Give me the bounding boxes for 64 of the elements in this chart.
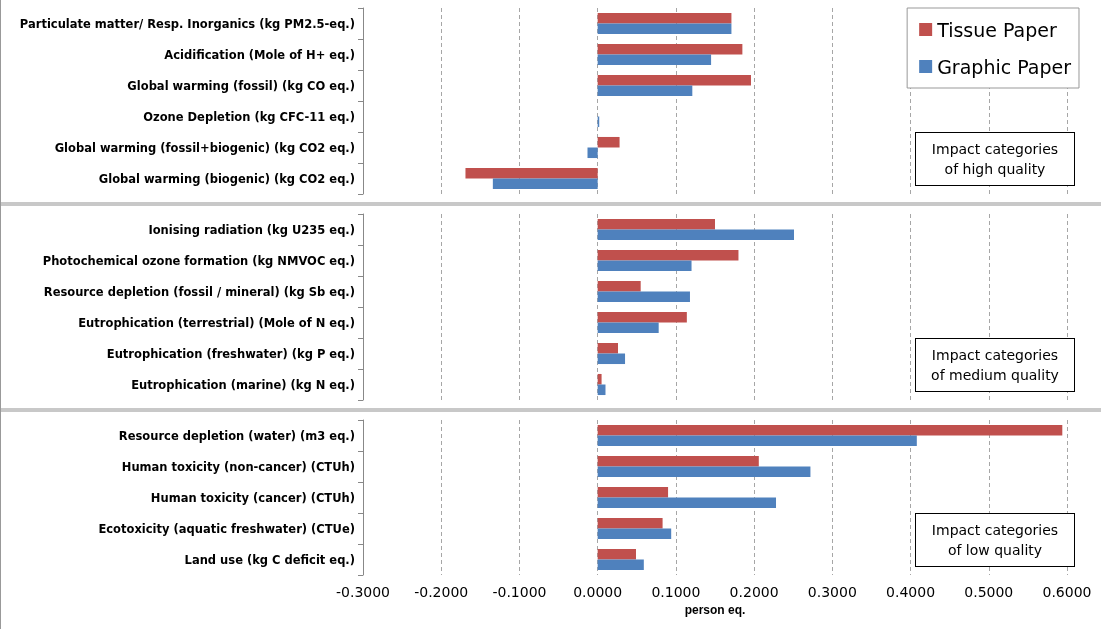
y-tick-label: Ecotoxicity (aquatic freshwater) (CTUe)	[98, 521, 355, 536]
bar	[597, 260, 692, 272]
legend-label: Tissue Paper	[936, 18, 1058, 41]
y-tick-label: Ozone Depletion (kg CFC-11 eq.)	[143, 109, 355, 124]
bar	[597, 517, 663, 529]
bar	[597, 424, 1063, 436]
annotation: Impact categories of low quality	[915, 513, 1075, 567]
x-tick-label: 0.2000	[729, 584, 779, 600]
bar	[597, 435, 917, 447]
y-tick-label: Human toxicity (cancer) (CTUh)	[150, 490, 355, 505]
bar	[597, 486, 669, 498]
y-tick-label: Resource depletion (fossil / mineral) (kg Sb eq.)	[43, 284, 355, 299]
x-tick-label: -0.1000	[492, 584, 547, 600]
bar	[597, 548, 636, 560]
x-tick-label: -0.3000	[335, 584, 391, 600]
y-tick-label: Eutrophication (terrestrial) (Mole of N eq.)	[78, 315, 355, 330]
bar	[587, 147, 598, 159]
bar	[597, 528, 672, 540]
y-tick-label: Acidification (Mole of H+ eq.)	[164, 47, 355, 62]
bar	[465, 167, 598, 179]
bar	[597, 342, 618, 354]
y-tick-label: Global warming (fossil) (kg CO eq.)	[127, 78, 355, 93]
bar	[597, 43, 743, 55]
y-tick-label: Eutrophication (freshwater) (kg P eq.)	[106, 346, 355, 361]
bar	[597, 249, 739, 261]
bar	[597, 466, 811, 478]
x-axis-title: person eq.	[684, 602, 746, 617]
x-tick-label: 0.4000	[886, 584, 936, 600]
y-tick-label: Particulate matter/ Resp. Inorganics (kg PM2.5-eq.)	[19, 16, 355, 31]
y-tick-label: Land use (kg C deficit eq.)	[184, 552, 355, 567]
y-tick-label: Photochemical ozone formation (kg NMVOC eq.)	[42, 253, 355, 268]
annotation: Impact categories of medium quality	[915, 338, 1075, 392]
bar	[597, 322, 659, 334]
x-tick-label: 0.3000	[807, 584, 857, 600]
bar	[597, 229, 794, 241]
bar	[597, 218, 715, 230]
bar	[597, 353, 626, 365]
bar	[597, 291, 690, 303]
y-tick-label: Ionising radiation (kg U235 eq.)	[148, 222, 355, 237]
bar	[597, 455, 759, 467]
bar	[597, 74, 751, 86]
bar	[597, 373, 602, 385]
legend-label: Graphic Paper	[937, 55, 1072, 78]
bar	[597, 136, 620, 148]
bar	[597, 559, 644, 571]
annotation: Impact categories of high quality	[915, 132, 1075, 186]
bar	[492, 178, 598, 190]
bar	[597, 311, 687, 323]
x-tick-label: 0.0000	[573, 584, 623, 600]
y-tick-label: Global warming (fossil+biogenic) (kg CO2 eq.)	[54, 140, 355, 155]
bar	[597, 12, 732, 24]
bar	[597, 23, 732, 35]
x-tick-label: 0.5000	[964, 584, 1014, 600]
x-tick-label: -0.2000	[414, 584, 469, 600]
bar	[597, 497, 777, 509]
y-tick-label: Resource depletion (water) (m3 eq.)	[118, 428, 355, 443]
x-tick-label: 0.1000	[651, 584, 701, 600]
x-tick-label: 0.6000	[1042, 584, 1092, 600]
y-tick-label: Eutrophication (marine) (kg N eq.)	[131, 377, 355, 392]
bar	[597, 54, 712, 66]
bar	[597, 85, 693, 97]
y-tick-label: Global warming (biogenic) (kg CO2 eq.)	[98, 171, 355, 186]
bar	[597, 280, 641, 292]
y-tick-label: Human toxicity (non-cancer) (CTUh)	[121, 459, 355, 474]
